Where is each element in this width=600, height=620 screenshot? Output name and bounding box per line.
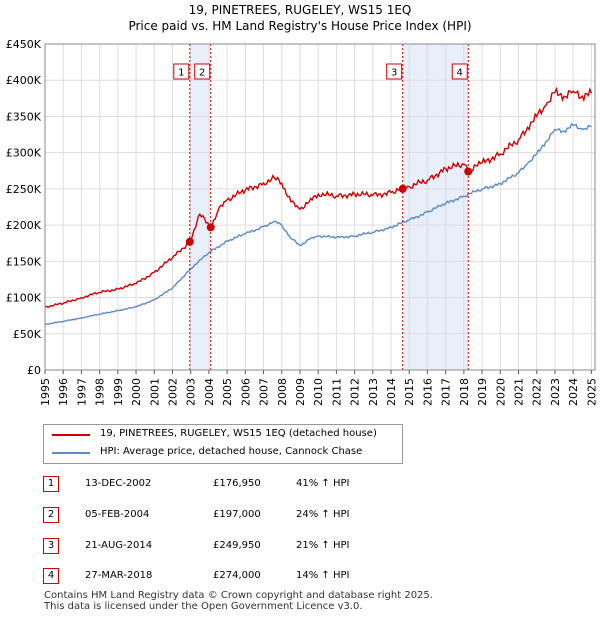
legend-swatch-property bbox=[52, 434, 90, 436]
y-tick-label: £350K bbox=[6, 110, 42, 123]
plot-area bbox=[45, 44, 595, 370]
sale-point bbox=[464, 167, 473, 176]
sale-point bbox=[206, 223, 215, 232]
sale-label-number: 4 bbox=[457, 68, 463, 79]
sale-price: £176,950 bbox=[213, 478, 261, 489]
table-row: 1 13-DEC-2002 £176,950 41% ↑ HPI bbox=[0, 476, 600, 496]
sale-label-box bbox=[173, 63, 190, 80]
sale-hpi-diff: 41% ↑ HPI bbox=[296, 478, 350, 489]
x-tick-label: 2021 bbox=[513, 378, 526, 406]
x-tick-label: 2013 bbox=[367, 378, 380, 406]
x-tick-label: 1997 bbox=[75, 378, 88, 406]
table-row: 3 21-AUG-2014 £249,950 21% ↑ HPI bbox=[0, 538, 600, 558]
x-tick-label: 1998 bbox=[94, 378, 107, 406]
sale-date: 13-DEC-2002 bbox=[85, 478, 152, 489]
legend-label-property: 19, PINETREES, RUGELEY, WS15 1EQ (detach… bbox=[100, 428, 377, 439]
x-tick-label: 2020 bbox=[494, 378, 507, 406]
x-tick-label: 2008 bbox=[276, 378, 289, 406]
x-tick-label: 2001 bbox=[148, 378, 161, 406]
chart-legend: 19, PINETREES, RUGELEY, WS15 1EQ (detach… bbox=[43, 424, 403, 464]
y-tick-label: £300K bbox=[6, 147, 42, 160]
x-tick-label: 2000 bbox=[130, 378, 143, 406]
x-tick-label: 2012 bbox=[349, 378, 362, 406]
x-tick-label: 2018 bbox=[458, 378, 471, 406]
x-tick-label: 2019 bbox=[476, 378, 489, 406]
x-tick-label: 2016 bbox=[421, 378, 434, 406]
sale-label-box bbox=[451, 63, 468, 80]
x-tick-label: 2014 bbox=[385, 378, 398, 406]
legend-item-property: 19, PINETREES, RUGELEY, WS15 1EQ (detach… bbox=[44, 427, 402, 443]
x-tick-label: 2024 bbox=[567, 378, 580, 406]
x-tick-label: 2004 bbox=[203, 378, 216, 406]
table-row: 2 05-FEB-2004 £197,000 24% ↑ HPI bbox=[0, 507, 600, 527]
x-tick-label: 2005 bbox=[221, 378, 234, 406]
sale-label-box bbox=[194, 63, 211, 80]
x-tick-label: 2003 bbox=[185, 378, 198, 406]
x-tick-label: 1995 bbox=[39, 378, 52, 406]
y-tick-label: £450K bbox=[6, 38, 42, 51]
y-tick-label: £400K bbox=[6, 74, 42, 87]
sale-number-badge: 3 bbox=[43, 538, 59, 554]
hpi-line bbox=[44, 122, 592, 326]
x-tick-label: 2007 bbox=[258, 378, 271, 406]
sale-number-badge: 1 bbox=[43, 476, 59, 492]
legend-label-hpi: HPI: Average price, detached house, Cann… bbox=[100, 446, 363, 457]
sale-date: 21-AUG-2014 bbox=[85, 540, 153, 551]
y-tick-label: £250K bbox=[6, 183, 42, 196]
sale-date: 27-MAR-2018 bbox=[85, 570, 153, 581]
x-tick-label: 2010 bbox=[312, 378, 325, 406]
sale-price: £274,000 bbox=[213, 570, 261, 581]
sale-label-box bbox=[386, 63, 403, 80]
sale-price: £197,000 bbox=[213, 509, 261, 520]
x-tick-label: 1999 bbox=[112, 378, 125, 406]
x-tick-label: 2015 bbox=[403, 378, 416, 406]
chart-title: 19, PINETREES, RUGELEY, WS15 1EQ bbox=[188, 3, 412, 17]
x-tick-label: 1996 bbox=[57, 378, 70, 406]
legend-swatch-hpi bbox=[52, 452, 90, 454]
sale-price: £249,950 bbox=[213, 540, 261, 551]
chart-subtitle: Price paid vs. HM Land Registry's House … bbox=[128, 19, 472, 33]
y-tick-label: £200K bbox=[6, 219, 42, 232]
sale-hpi-diff: 21% ↑ HPI bbox=[296, 540, 350, 551]
property-price-line bbox=[44, 86, 593, 309]
footer-licence: This data is licensed under the Open Gov… bbox=[44, 601, 363, 612]
y-tick-label: £50K bbox=[13, 328, 42, 341]
x-tick-label: 2011 bbox=[330, 378, 343, 406]
sale-hpi-diff: 24% ↑ HPI bbox=[296, 509, 350, 520]
footer-copyright: Contains HM Land Registry data © Crown c… bbox=[44, 590, 433, 601]
x-tick-label: 2017 bbox=[440, 378, 453, 406]
sale-number-badge: 4 bbox=[43, 568, 59, 584]
x-tick-label: 2023 bbox=[549, 378, 562, 406]
table-row: 4 27-MAR-2018 £274,000 14% ↑ HPI bbox=[0, 568, 600, 588]
plot-frame bbox=[44, 43, 596, 371]
y-tick-label: £0 bbox=[27, 364, 41, 377]
legend-item-hpi: HPI: Average price, detached house, Cann… bbox=[44, 445, 402, 461]
x-tick-label: 2009 bbox=[294, 378, 307, 406]
x-tick-label: 2022 bbox=[531, 378, 544, 406]
shaded-period bbox=[189, 44, 211, 370]
sale-label-number: 2 bbox=[199, 68, 205, 79]
y-tick-label: £150K bbox=[6, 255, 42, 268]
x-tick-label: 2025 bbox=[585, 378, 598, 406]
sale-hpi-diff: 14% ↑ HPI bbox=[296, 570, 350, 581]
x-tick-label: 2002 bbox=[166, 378, 179, 406]
sale-label-number: 1 bbox=[178, 68, 184, 79]
sale-number-badge: 2 bbox=[43, 507, 59, 523]
price-chart: 1 2 3 4 £0 £50K £100K £150K £200K £250K £300K £350… bbox=[6, 38, 599, 406]
x-tick-label: 2006 bbox=[239, 378, 252, 406]
y-tick-label: £100K bbox=[6, 292, 42, 305]
shaded-period bbox=[402, 44, 469, 370]
sale-date: 05-FEB-2004 bbox=[85, 509, 150, 520]
sale-label-number: 3 bbox=[391, 68, 397, 79]
